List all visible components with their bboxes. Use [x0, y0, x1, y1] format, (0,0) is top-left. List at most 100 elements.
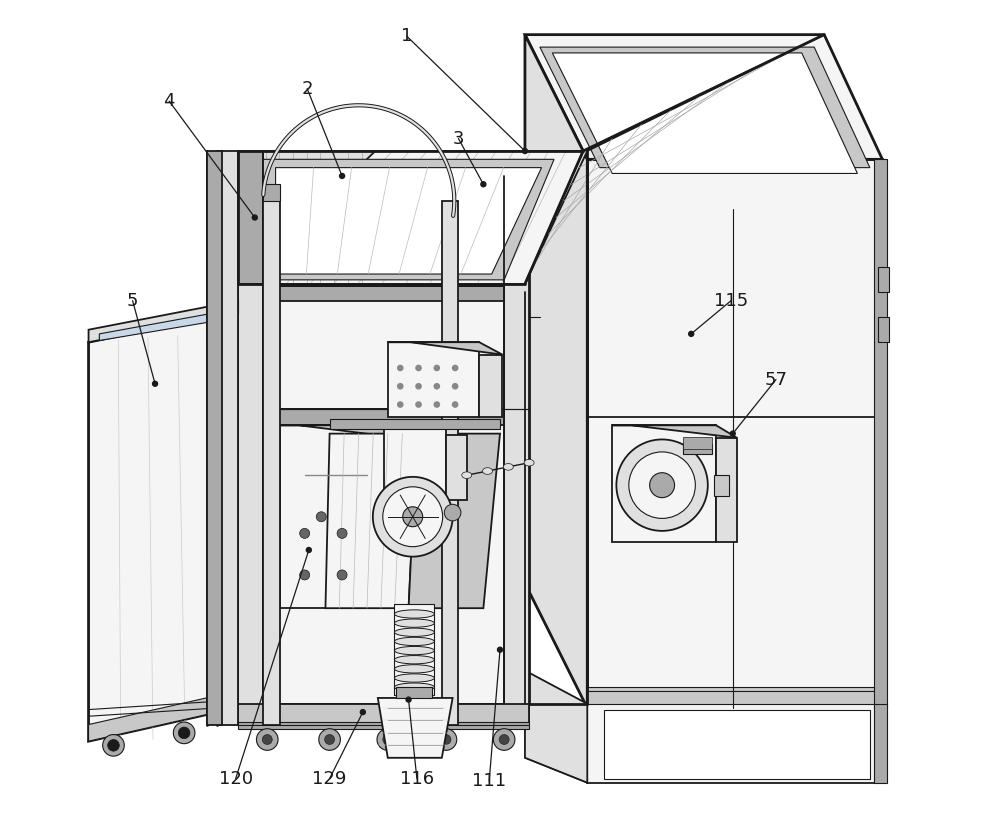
- Circle shape: [452, 401, 458, 408]
- Circle shape: [300, 570, 310, 580]
- Polygon shape: [716, 438, 737, 542]
- Circle shape: [360, 710, 365, 715]
- Ellipse shape: [394, 656, 434, 664]
- Circle shape: [406, 697, 411, 702]
- Polygon shape: [325, 434, 417, 608]
- Circle shape: [444, 505, 461, 521]
- Ellipse shape: [394, 665, 434, 673]
- Circle shape: [522, 148, 527, 153]
- Circle shape: [337, 570, 347, 580]
- Circle shape: [435, 729, 457, 751]
- Polygon shape: [878, 268, 889, 292]
- Circle shape: [256, 729, 278, 751]
- Ellipse shape: [394, 674, 434, 682]
- Circle shape: [397, 364, 404, 371]
- Polygon shape: [330, 419, 500, 430]
- Polygon shape: [479, 354, 502, 417]
- Polygon shape: [217, 300, 238, 317]
- Polygon shape: [525, 35, 882, 159]
- Ellipse shape: [483, 468, 493, 475]
- Polygon shape: [552, 53, 857, 173]
- Text: 3: 3: [453, 129, 464, 148]
- Polygon shape: [587, 687, 882, 708]
- Polygon shape: [238, 151, 263, 725]
- Ellipse shape: [503, 464, 513, 470]
- Polygon shape: [394, 604, 434, 696]
- Polygon shape: [276, 168, 542, 274]
- Polygon shape: [388, 342, 502, 354]
- Polygon shape: [89, 317, 217, 741]
- Polygon shape: [238, 151, 583, 284]
- Polygon shape: [207, 151, 222, 725]
- Polygon shape: [612, 425, 737, 438]
- Polygon shape: [874, 704, 887, 783]
- Polygon shape: [683, 444, 712, 455]
- Polygon shape: [280, 425, 379, 608]
- Text: 5: 5: [127, 292, 138, 309]
- Circle shape: [373, 477, 453, 556]
- Polygon shape: [263, 201, 280, 725]
- Circle shape: [403, 507, 423, 527]
- Polygon shape: [874, 159, 887, 708]
- Circle shape: [397, 383, 404, 389]
- Polygon shape: [238, 151, 375, 284]
- Circle shape: [383, 487, 443, 546]
- Text: 2: 2: [301, 80, 313, 98]
- Polygon shape: [238, 722, 529, 729]
- Circle shape: [397, 401, 404, 408]
- Polygon shape: [238, 151, 263, 284]
- Text: 116: 116: [400, 770, 434, 787]
- Polygon shape: [263, 159, 554, 280]
- Polygon shape: [280, 425, 400, 438]
- Circle shape: [178, 727, 190, 739]
- Text: 57: 57: [764, 370, 787, 389]
- Polygon shape: [878, 317, 889, 342]
- Circle shape: [262, 735, 272, 745]
- Polygon shape: [587, 691, 882, 704]
- Circle shape: [650, 473, 675, 498]
- Circle shape: [499, 735, 509, 745]
- Circle shape: [383, 735, 393, 745]
- Polygon shape: [396, 687, 432, 698]
- Ellipse shape: [394, 628, 434, 636]
- Polygon shape: [504, 176, 529, 725]
- Polygon shape: [442, 201, 458, 725]
- Circle shape: [300, 529, 310, 539]
- Polygon shape: [409, 434, 500, 608]
- Polygon shape: [525, 35, 824, 284]
- Circle shape: [616, 440, 708, 531]
- Polygon shape: [612, 425, 716, 542]
- Polygon shape: [238, 176, 529, 704]
- Circle shape: [452, 383, 458, 389]
- Circle shape: [415, 383, 422, 389]
- Circle shape: [306, 547, 311, 552]
- Ellipse shape: [394, 610, 434, 618]
- Circle shape: [441, 735, 451, 745]
- Circle shape: [452, 364, 458, 371]
- Polygon shape: [238, 151, 529, 176]
- Text: 111: 111: [472, 772, 506, 790]
- Text: 120: 120: [219, 770, 253, 787]
- Polygon shape: [714, 475, 729, 496]
- Ellipse shape: [394, 619, 434, 627]
- Polygon shape: [587, 159, 882, 708]
- Ellipse shape: [394, 637, 434, 646]
- Text: 4: 4: [163, 92, 175, 110]
- Text: 129: 129: [312, 770, 347, 787]
- Circle shape: [173, 722, 195, 744]
- Polygon shape: [683, 437, 712, 449]
- Polygon shape: [378, 698, 453, 758]
- Polygon shape: [604, 710, 870, 779]
- Polygon shape: [525, 758, 587, 783]
- Text: 1: 1: [401, 28, 413, 45]
- Circle shape: [103, 735, 124, 756]
- Circle shape: [325, 735, 335, 745]
- Polygon shape: [587, 704, 882, 783]
- Polygon shape: [89, 304, 217, 342]
- Polygon shape: [217, 151, 238, 725]
- Circle shape: [316, 512, 326, 522]
- Text: 115: 115: [714, 292, 748, 309]
- Polygon shape: [379, 438, 400, 608]
- Ellipse shape: [394, 646, 434, 655]
- Polygon shape: [89, 696, 217, 741]
